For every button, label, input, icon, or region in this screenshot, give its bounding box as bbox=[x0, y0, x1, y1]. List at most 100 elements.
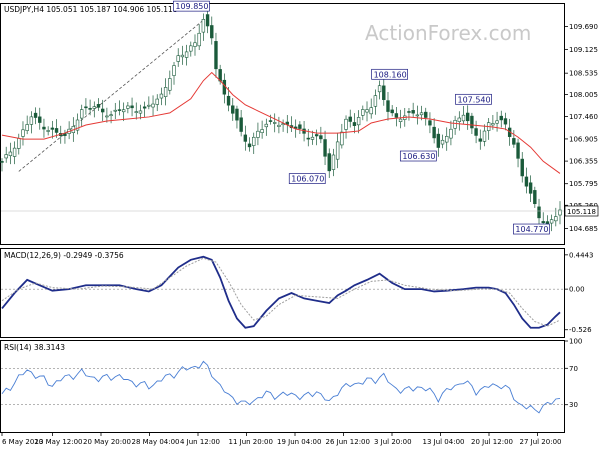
svg-text:106.070: 106.070 bbox=[291, 175, 324, 184]
price-y-tick-label: 105.795 bbox=[569, 180, 598, 188]
candle bbox=[96, 98, 101, 111]
candle bbox=[407, 107, 411, 121]
candle bbox=[386, 91, 390, 121]
candle bbox=[558, 201, 562, 225]
price-y-tick-label: 109.125 bbox=[569, 46, 598, 54]
candle bbox=[80, 104, 84, 127]
price-y-tick-label: 109.690 bbox=[569, 23, 598, 31]
x-tick-label: 28 May 04:00 bbox=[132, 438, 180, 446]
candle bbox=[67, 121, 71, 140]
candle bbox=[281, 119, 285, 132]
candle bbox=[172, 62, 176, 85]
candle bbox=[465, 105, 470, 130]
rsi-panel-frame bbox=[0, 340, 565, 433]
candle bbox=[537, 198, 541, 228]
candle bbox=[176, 48, 180, 67]
candle bbox=[457, 111, 462, 131]
candle bbox=[499, 110, 503, 128]
candle bbox=[168, 70, 172, 95]
svg-text:109.850: 109.850 bbox=[175, 2, 208, 11]
candle bbox=[335, 132, 340, 169]
candle bbox=[436, 128, 441, 157]
candle bbox=[84, 98, 88, 115]
candle bbox=[222, 73, 227, 104]
rsi-y-tick-label: 100 bbox=[569, 338, 582, 346]
price-annotation: 106.070 bbox=[288, 173, 326, 184]
x-tick-label: 13 May 12:00 bbox=[35, 438, 83, 446]
candle bbox=[424, 107, 428, 126]
macd-y-tick-label: 0.4443 bbox=[569, 251, 594, 259]
candle bbox=[130, 97, 134, 117]
candle bbox=[533, 186, 537, 208]
candle bbox=[314, 129, 319, 146]
price-y-tick-label: 104.685 bbox=[569, 225, 598, 233]
candle bbox=[369, 98, 373, 119]
price-y-tick-label: 107.460 bbox=[569, 113, 598, 121]
candle bbox=[352, 113, 357, 134]
rsi-y-tick-label: 70 bbox=[569, 365, 578, 373]
candle bbox=[382, 77, 386, 106]
price-annotation: 106.630 bbox=[399, 150, 437, 162]
candle bbox=[495, 111, 499, 132]
candle bbox=[54, 119, 59, 138]
candle bbox=[138, 104, 143, 120]
candle bbox=[319, 126, 323, 144]
candle bbox=[231, 98, 235, 121]
candle bbox=[323, 130, 327, 165]
price-annotations: 109.850 108.160 107.540 106.630 106.070 104.7… bbox=[173, 0, 550, 235]
candle bbox=[285, 115, 289, 134]
candle bbox=[235, 105, 239, 129]
price-panel-frame bbox=[0, 3, 565, 245]
rsi-y-tick-label: 30 bbox=[569, 401, 578, 409]
current-price-label: 105.118 bbox=[567, 208, 596, 216]
candle bbox=[50, 120, 55, 139]
candle bbox=[100, 99, 105, 122]
candle bbox=[554, 207, 558, 227]
candle bbox=[289, 116, 294, 132]
macd-lines bbox=[1, 255, 561, 329]
x-tick-label: 11 Jun 20:00 bbox=[229, 438, 273, 446]
svg-text:106.630: 106.630 bbox=[402, 152, 435, 161]
candle bbox=[243, 125, 248, 151]
candle bbox=[163, 78, 168, 106]
watermark: ActionForex.com bbox=[365, 21, 531, 45]
candle bbox=[210, 16, 214, 45]
candle bbox=[46, 126, 50, 136]
x-tick-label: 4 Jun 12:00 bbox=[180, 438, 220, 446]
candle bbox=[503, 112, 508, 131]
candle bbox=[377, 80, 382, 100]
candle bbox=[256, 122, 260, 146]
rsi-line bbox=[1, 360, 561, 414]
price-ma-line bbox=[1, 71, 561, 174]
candle bbox=[310, 130, 315, 145]
x-tick-label: 3 Jul 20:00 bbox=[374, 438, 412, 446]
macd-signal-line bbox=[1, 257, 561, 327]
macd-y-tick-label: 0.00 bbox=[569, 286, 585, 294]
current-price-marker: 105.118 bbox=[1, 205, 599, 217]
candle bbox=[201, 13, 206, 41]
price-grid bbox=[18, 19, 204, 172]
candle bbox=[348, 109, 352, 128]
candle bbox=[298, 121, 302, 135]
trend-line bbox=[18, 19, 204, 172]
candle bbox=[415, 105, 420, 125]
candle bbox=[252, 132, 256, 154]
price-annotation: 109.850 bbox=[173, 0, 210, 12]
rsi-y-ticks: 100 70 30 bbox=[1, 338, 582, 409]
candle bbox=[109, 110, 113, 124]
candle bbox=[197, 24, 201, 51]
price-y-tick-label: 108.005 bbox=[569, 91, 598, 99]
x-tick-label: 20 Jul 12:00 bbox=[471, 438, 513, 446]
candle bbox=[42, 118, 46, 138]
candle bbox=[17, 133, 21, 155]
candle bbox=[205, 8, 210, 34]
candle bbox=[193, 34, 197, 56]
price-y-tick-label: 106.905 bbox=[569, 135, 598, 143]
candle bbox=[520, 152, 524, 183]
candle bbox=[398, 109, 403, 129]
rsi-lines bbox=[1, 360, 561, 414]
candle bbox=[470, 112, 474, 135]
current-price-box bbox=[564, 205, 599, 217]
